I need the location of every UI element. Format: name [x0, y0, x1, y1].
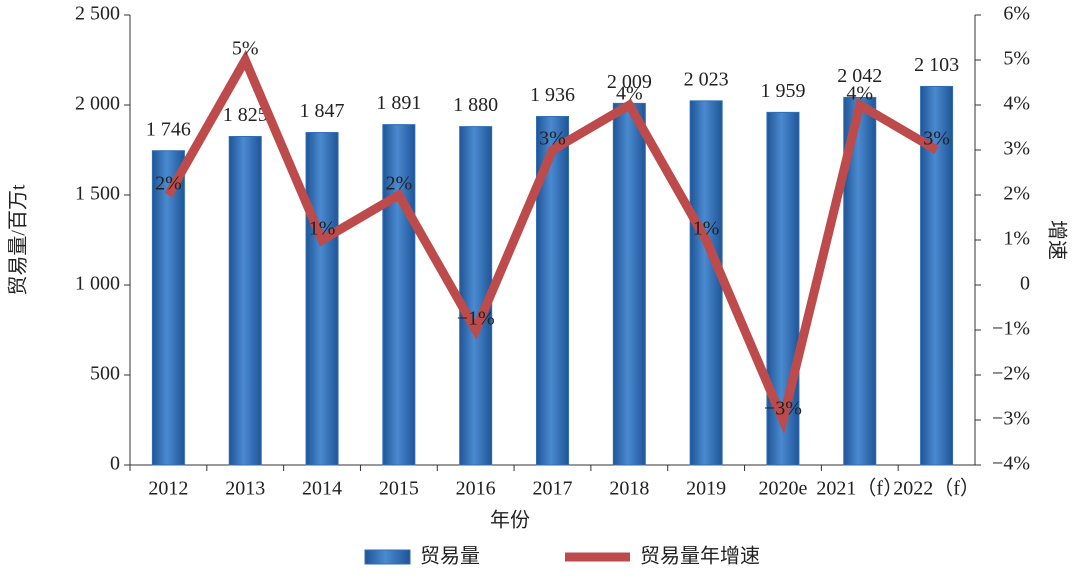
legend-label: 贸易量年增速 [640, 545, 760, 568]
line-value-label: −3% [764, 398, 802, 420]
x-tick-label: 2022（f） [893, 477, 980, 500]
bar-value-label: 1 825 [223, 104, 268, 126]
y2-tick-label: 4% [1003, 93, 1030, 115]
line-value-label: 4% [616, 83, 643, 105]
y-tick-label: 1 000 [75, 273, 120, 295]
line-value-label: −1% [457, 308, 495, 330]
line-value-label: 5% [232, 38, 259, 60]
bar [612, 102, 646, 466]
bar [151, 150, 185, 466]
bar-value-label: 1 746 [146, 118, 191, 140]
bar [536, 116, 569, 466]
x-tick-label: 2015 [379, 478, 419, 500]
legend-swatch [364, 549, 411, 565]
y2-tick-label: −3% [992, 408, 1030, 430]
x-tick-label: 2016 [456, 478, 496, 500]
y-tick-label: 0 [110, 453, 120, 475]
bar-value-label: 1 959 [760, 80, 805, 102]
bar-value-label: 1 936 [530, 84, 575, 106]
bar [382, 124, 416, 466]
bar [689, 100, 723, 466]
y-tick-label: 1 500 [75, 183, 120, 205]
y-tick-label: 2 500 [75, 3, 120, 25]
bar [228, 136, 262, 466]
y-tick-label: 2 000 [75, 93, 120, 115]
line-value-label: 1% [309, 218, 336, 240]
bar-value-label: 1 880 [453, 94, 498, 116]
y2-tick-label: −1% [992, 318, 1030, 340]
y2-tick-label: −4% [992, 453, 1030, 475]
y2-tick-label: 3% [1003, 138, 1030, 160]
bar-value-label: 2 009 [607, 71, 652, 93]
bar-value-label: 1 891 [376, 92, 421, 114]
y2-tick-label: 0 [1020, 273, 1030, 295]
x-tick-label: 2018 [609, 478, 649, 500]
y2-tick-label: 6% [1003, 3, 1030, 25]
line-value-label: 2% [386, 173, 413, 195]
x-tick-label: 2013 [225, 478, 265, 500]
y-tick-label: 500 [90, 363, 120, 385]
x-tick-label: 2014 [302, 478, 342, 500]
line-value-label: 3% [923, 128, 950, 150]
x-tick-label: 2021（f） [816, 477, 903, 500]
y2-tick-label: 5% [1003, 48, 1030, 70]
bar [305, 132, 339, 466]
line-value-label: 1% [693, 218, 720, 240]
x-tick-label: 2017 [533, 478, 573, 500]
line-value-label: 4% [846, 83, 873, 105]
x-tick-label: 2012 [148, 478, 188, 500]
legend-label: 贸易量 [420, 545, 480, 568]
bar-value-label: 1 847 [300, 100, 345, 122]
x-tick-label: 2020e [759, 478, 808, 500]
x-tick-label: 2019 [686, 478, 726, 500]
y2-tick-label: 2% [1003, 183, 1030, 205]
bar-value-label: 2 042 [837, 65, 882, 87]
bar-value-label: 2 103 [914, 54, 959, 76]
bar-value-label: 2 023 [684, 68, 729, 90]
x-axis-label: 年份 [490, 509, 530, 532]
y2-tick-label: −2% [992, 363, 1030, 385]
y2-axis-label: 增速 [1045, 220, 1068, 260]
y-axis-label: 贸易量/百万t [7, 184, 30, 296]
line-value-label: 3% [539, 128, 566, 150]
line-value-label: 2% [155, 173, 182, 195]
growth-line [164, 49, 939, 435]
y2-tick-label: 1% [1003, 228, 1030, 250]
